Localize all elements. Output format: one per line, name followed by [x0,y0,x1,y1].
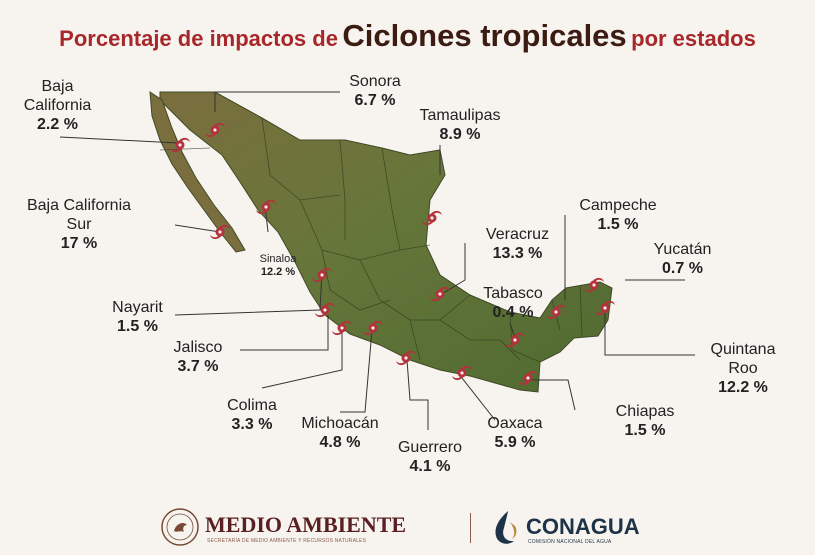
leader-baja-california-sur [174,224,221,233]
label-sinaloa: Sinaloa 12.2 % [248,253,308,279]
label-name: Quintana Roo [710,341,776,377]
label-value: 4.1 % [409,458,451,475]
conagua-drop-icon [495,511,517,544]
label-jalisco: Jalisco 3.7 % [158,338,238,376]
mexico-seal-icon [161,508,199,546]
title-part-2: Ciclones tropicales [342,18,627,53]
label-guerrero: Guerrero 4.1 % [385,438,475,476]
label-value: 6.7 % [354,92,396,109]
label-name: Yucatán [653,241,712,258]
leader-oaxaca [461,377,496,421]
label-value: 12.2 % [260,266,296,278]
label-name: Oaxaca [487,415,543,432]
map-title: Porcentaje de impactos de Ciclones tropi… [0,18,815,54]
semarnat-subtitle: SECRETARÍA DE MEDIO AMBIENTE Y RECURSOS … [207,538,367,544]
label-name: Colima [227,397,277,414]
label-value: 0.7 % [662,260,703,277]
label-value: 4.8 % [319,434,361,451]
conagua-subtitle: COMISIÓN NACIONAL DEL AGUA [528,539,612,545]
label-oaxaca: Oaxaca 5.9 % [470,414,560,452]
leader-baja-california [59,136,179,144]
label-name: Sinaloa [259,253,297,265]
label-baja-california-sur: Baja California Sur 17 % [14,196,144,253]
label-value: 3.3 % [231,416,273,433]
leader-nayarit [174,271,323,316]
label-veracruz: Veracruz 13.3 % [470,225,565,263]
leader-chiapas [528,379,576,411]
label-name: Campeche [579,197,657,214]
label-yucatan: Yucatán 0.7 % [640,240,725,278]
leader-jalisco [240,315,329,351]
leader-guerrero [406,359,429,430]
label-value: 17 % [60,235,98,252]
baja-peninsula-shape [149,91,246,253]
label-name: Tabasco [483,285,543,302]
conagua-name: CONAGUA [526,514,640,539]
label-name: Sonora [349,73,401,90]
label-value: 1.5 % [597,216,639,233]
label-colima: Colima 3.3 % [212,396,292,434]
label-tamaulipas: Tamaulipas 8.9 % [410,106,510,144]
footer-logos: MEDIO AMBIENTE SECRETARÍA DE MEDIO AMBIE… [0,505,815,555]
label-value: 3.7 % [177,358,219,375]
label-value: 0.4 % [492,304,534,321]
label-name: Veracruz [485,226,550,243]
leader-veracruz [439,243,466,296]
mainland [149,91,613,393]
leader-sonora [214,91,340,112]
mexico-map [59,91,695,430]
logo-divider [470,513,471,543]
label-sonora: Sonora 6.7 % [335,72,415,110]
semarnat-name: MEDIO AMBIENTE [205,512,407,537]
title-part-3: por estados [631,26,756,51]
label-name: Tamaulipas [419,107,501,124]
mexico-mainland-shape [159,91,613,393]
label-baja-california: Baja California 2.2 % [15,77,100,134]
leader-michoacan [340,329,373,413]
label-name: Baja California Sur [26,197,132,233]
leader-quintana-roo [604,310,695,356]
label-quintana-roo: Quintana Roo 12.2 % [693,340,793,397]
label-name: Nayarit [112,299,163,316]
label-value: 2.2 % [37,116,78,133]
label-value: 8.9 % [439,126,481,143]
label-michoacan: Michoacán 4.8 % [285,414,395,452]
label-name: Chiapas [615,403,675,420]
label-value: 1.5 % [624,422,666,439]
label-value: 13.3 % [492,245,543,262]
title-part-1: Porcentaje de impactos de [59,26,338,51]
label-nayarit: Nayarit 1.5 % [100,298,175,336]
label-value: 5.9 % [494,434,536,451]
label-name: Jalisco [173,339,223,356]
label-name: Baja California [23,78,92,114]
label-tabasco: Tabasco 0.4 % [473,284,553,322]
label-value: 12.2 % [718,379,768,396]
label-campeche: Campeche 1.5 % [563,196,673,234]
leader-colima [261,330,343,389]
label-name: Guerrero [397,439,463,456]
label-name: Michoacán [301,415,379,432]
label-value: 1.5 % [117,318,158,335]
label-chiapas: Chiapas 1.5 % [600,402,690,440]
